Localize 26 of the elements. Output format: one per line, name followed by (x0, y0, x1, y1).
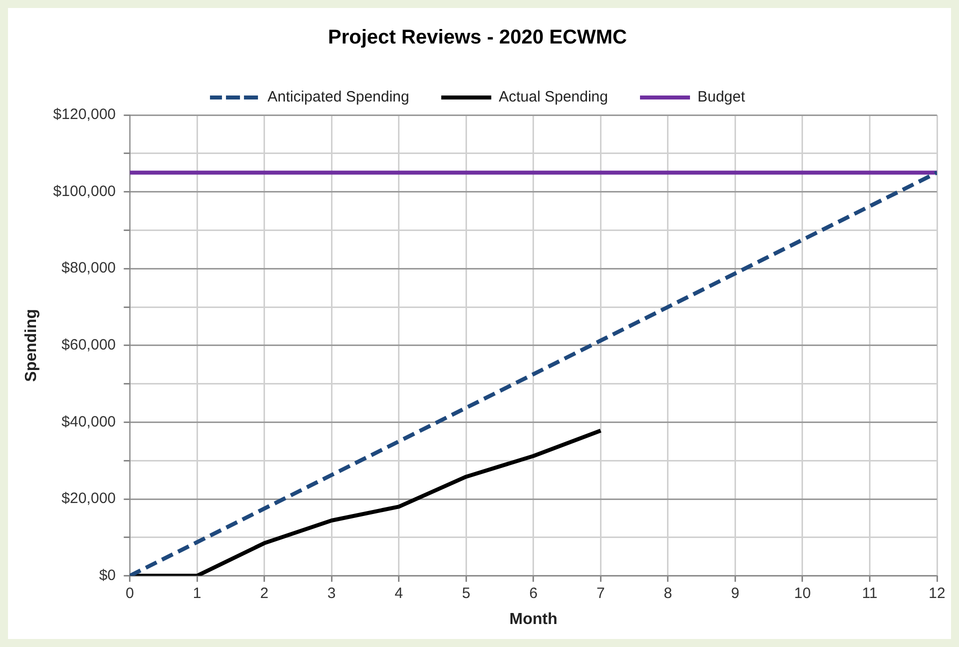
legend-label: Budget (697, 88, 746, 106)
y-tick-label: $100,000 (53, 182, 116, 200)
x-tick-label: 12 (928, 584, 946, 602)
x-tick-label: 2 (260, 584, 268, 602)
legend-label: Actual Spending (498, 88, 608, 106)
y-axis-title: Spending (23, 308, 40, 382)
x-tick-label: 4 (394, 584, 404, 602)
x-tick-label: 8 (664, 584, 672, 602)
y-tick-label: $20,000 (62, 490, 116, 508)
chart-title: Project Reviews - 2020 ECWMC (328, 26, 627, 49)
x-tick-label: 10 (794, 584, 811, 602)
x-tick-label: 3 (327, 584, 336, 602)
x-tick-label: 11 (862, 584, 878, 602)
x-tick-label: 6 (529, 584, 538, 602)
y-tick-label: $60,000 (62, 336, 116, 354)
y-tick-label: $120,000 (53, 106, 116, 124)
x-tick-label: 0 (126, 584, 134, 602)
x-axis-title: Month (509, 610, 558, 628)
y-tick-label: $80,000 (62, 260, 116, 277)
x-tick-label: 9 (731, 584, 740, 602)
x-tick-label: 7 (596, 584, 605, 602)
x-tick-label: 5 (462, 584, 470, 602)
y-tick-label: $40,000 (62, 413, 116, 430)
y-tick-label: $0 (99, 566, 116, 584)
legend-label: Anticipated Spending (267, 88, 410, 106)
x-tick-label: 1 (192, 584, 202, 602)
